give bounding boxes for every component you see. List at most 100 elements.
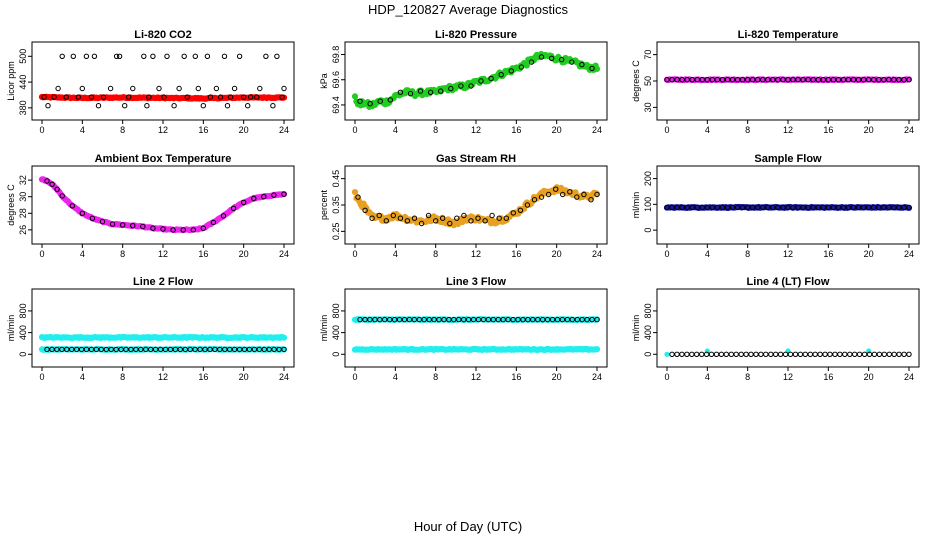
x-tick-label: 12 — [471, 249, 481, 259]
y-tick-label: 400 — [331, 325, 341, 340]
data-point-average — [411, 316, 417, 323]
y-axis-label: ml/min — [6, 315, 16, 342]
data-point-average — [719, 77, 726, 83]
data-point-average — [594, 316, 600, 323]
data-point-samples — [41, 94, 47, 100]
data-point-average — [773, 351, 779, 357]
y-axis-label: ml/min — [319, 315, 329, 342]
data-point-average — [531, 197, 538, 203]
data-point-samples — [113, 53, 120, 59]
data-point-average — [123, 346, 129, 353]
data-point-average — [815, 204, 821, 211]
y-tick-label: 800 — [643, 303, 653, 318]
data-point-average — [805, 204, 811, 211]
data-point-average — [581, 191, 587, 198]
data-point-average — [59, 193, 65, 199]
data-point-average — [790, 77, 796, 83]
data-point-average — [390, 212, 396, 219]
data-point-samples — [257, 85, 263, 92]
data-point-average — [684, 204, 690, 211]
data-point-average — [837, 351, 843, 357]
data-point-average — [407, 90, 414, 97]
data-point-average — [684, 77, 690, 83]
data-point-samples — [156, 85, 162, 92]
data-point-average — [377, 98, 383, 104]
data-point-average — [906, 77, 912, 83]
data-point-average — [436, 316, 442, 323]
data-point-average — [876, 77, 882, 83]
data-point-average — [162, 346, 169, 353]
y-tick-label: 500 — [18, 49, 28, 64]
plot-area — [351, 316, 601, 353]
y-tick-label: 800 — [331, 303, 341, 318]
figure-title: HDP_120827 Average Diagnostics — [368, 2, 568, 17]
data-point-average — [569, 316, 575, 323]
data-point-average — [544, 316, 551, 323]
data-point-average — [246, 346, 253, 353]
data-point-average — [709, 77, 716, 83]
panel-title: Line 4 (LT) Flow — [747, 276, 830, 288]
data-point-average — [689, 77, 695, 83]
data-point-average — [664, 204, 670, 211]
data-point-line_b — [593, 346, 601, 353]
x-tick-label: 20 — [239, 372, 249, 382]
data-point-average — [44, 178, 50, 184]
x-tick-label: 12 — [158, 125, 168, 135]
x-tick-label: 24 — [279, 249, 289, 259]
data-point-average — [719, 204, 726, 211]
data-point-average — [241, 199, 247, 206]
x-tick-label: 12 — [158, 249, 168, 259]
data-point-average — [515, 316, 521, 323]
data-point-average — [192, 346, 198, 353]
data-point-average — [768, 351, 774, 357]
data-point-average — [376, 212, 382, 219]
x-tick-label: 0 — [352, 372, 357, 382]
data-point-average — [852, 351, 858, 357]
data-point-samples — [88, 94, 95, 100]
y-tick-label: 0 — [643, 228, 653, 233]
data-point-average — [387, 316, 393, 323]
data-point-average — [901, 204, 907, 211]
data-point-average — [861, 351, 868, 357]
data-point-average — [729, 204, 736, 211]
data-point-average — [227, 346, 233, 353]
data-point-average — [528, 59, 535, 65]
data-point-average — [538, 194, 545, 200]
data-point-samples — [236, 53, 243, 59]
data-point-average — [770, 77, 776, 83]
data-point-average — [763, 351, 769, 357]
y-tick-label: 69.8 — [331, 46, 341, 64]
x-tick-label: 24 — [592, 125, 602, 135]
x-tick-label: 16 — [198, 125, 208, 135]
data-point-average — [800, 77, 806, 83]
data-point-average — [684, 351, 690, 357]
data-point-average — [548, 55, 555, 61]
data-point-average — [98, 346, 105, 353]
data-point-average — [433, 218, 439, 224]
data-point-average — [674, 351, 680, 357]
x-tick-label: 4 — [705, 125, 710, 135]
data-point-samples — [171, 103, 177, 109]
data-point-average — [261, 194, 267, 200]
data-point-average — [120, 222, 126, 228]
data-point-average — [820, 77, 826, 83]
x-tick-label: 24 — [904, 372, 914, 382]
panel-3: Ambient Box Temperature 0 4 8 12 16 20 24 26 28 30… — [6, 153, 295, 259]
data-point-average — [906, 204, 912, 211]
data-point-average — [150, 225, 156, 231]
data-point-samples — [217, 94, 224, 100]
x-tick-label: 8 — [120, 372, 125, 382]
x-tick-label: 20 — [239, 125, 249, 135]
data-point-average — [876, 351, 883, 357]
panel-title: Li-820 Temperature — [738, 29, 839, 41]
x-tick-label: 16 — [823, 125, 833, 135]
data-point-average — [795, 77, 801, 83]
data-point-average — [485, 316, 492, 323]
x-tick-label: 20 — [552, 249, 562, 259]
data-point-average — [518, 64, 525, 70]
data-point-average — [559, 56, 565, 63]
data-point-average — [748, 351, 754, 357]
data-point-average — [669, 351, 675, 357]
y-tick-label: 69.4 — [331, 96, 341, 114]
